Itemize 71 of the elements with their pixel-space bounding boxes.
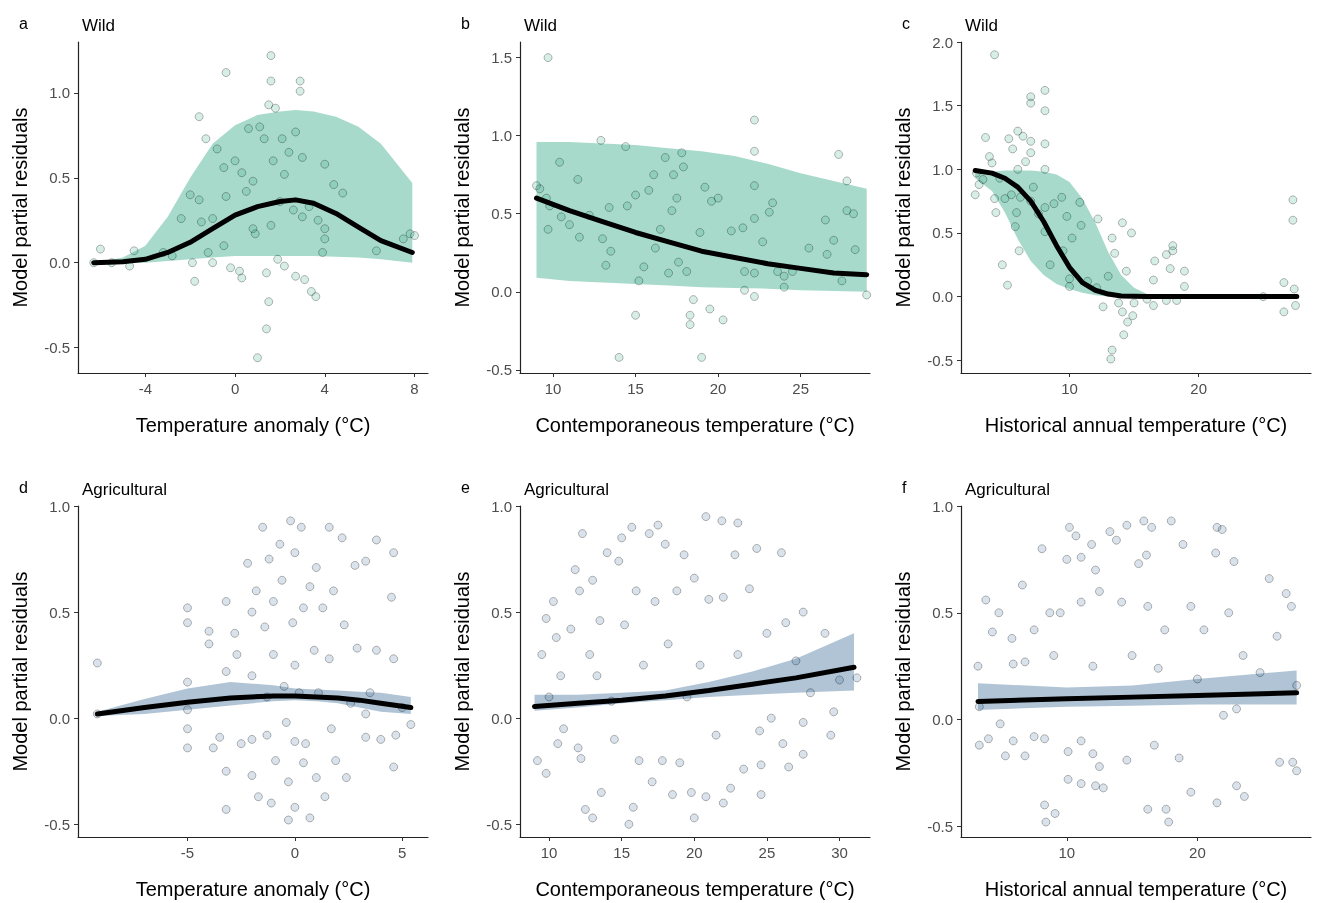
x-tick-label: 20 [685,843,703,861]
y-tick-label: 0.5 [49,603,70,621]
y-tick-label: 0.5 [49,169,70,187]
x-tick-label: -4 [138,380,152,397]
x-tick-label: 25 [758,843,775,861]
chart-subtitle: Agricultural [965,479,1051,499]
y-tick-label: 1.0 [932,497,954,514]
x-axis-title: Historical annual temperature (°C) [985,877,1288,900]
x-axis-title: Temperature anomaly (°C) [135,414,371,436]
y-tick-label: 0.5 [932,224,954,242]
y-tick-label: 1.0 [49,84,70,102]
chart-subtitle: Wild [523,16,557,35]
chart-subtitle: Wild [82,16,116,35]
y-axis-title: Model partial residuals [450,570,473,772]
x-tick-label: 15 [612,843,630,861]
x-tick-label: 0 [290,843,300,861]
chart-subtitle: Agricultural [523,479,609,499]
y-axis-title: Model partial residuals [892,570,915,772]
y-tick-label: 0.0 [490,283,512,301]
x-tick-label: 10 [1061,380,1079,397]
y-axis-title: Model partial residuals [892,107,915,308]
y-tick-label: 0.0 [932,710,954,728]
y-tick-label: 2.0 [932,33,954,51]
chart-title: b [460,14,470,32]
y-tick-label: -0.5 [485,361,512,379]
y-tick-label: 0.0 [490,709,512,727]
y-tick-label: 1.5 [932,97,954,115]
x-tick-label: 10 [540,843,558,861]
x-tick-label: 10 [1058,843,1076,861]
y-tick-label: 0.5 [490,603,512,621]
chart-title: f [902,478,908,495]
y-axis-title: Model partial residuals [9,107,31,308]
x-axis-title: Contemporaneous temperature (°C) [535,877,855,900]
x-tick-label: 5 [398,843,407,861]
x-tick-label: 0 [230,380,240,397]
y-tick-label: 0.5 [490,205,512,223]
x-tick-label: 20 [709,380,727,397]
y-tick-label: -0.5 [44,815,70,833]
chart-title: e [460,478,470,495]
x-tick-label: 10 [544,380,562,397]
y-tick-label: 0.5 [932,603,954,621]
x-axis-title: Temperature anomaly (°C) [135,877,371,900]
x-axis-title: Contemporaneous temperature (°C) [535,414,855,436]
chart-title: a [19,14,28,32]
y-axis-title: Model partial residuals [450,107,473,308]
x-axis-title: Historical annual temperature (°C) [985,414,1288,436]
y-axis-title: Model partial residuals [9,570,31,772]
x-tick-label: 20 [1190,380,1208,397]
x-tick-label: 25 [791,380,809,397]
y-tick-label: 0.0 [932,288,954,306]
y-tick-label: -0.5 [927,351,954,369]
y-tick-label: 0.0 [49,709,70,727]
x-tick-label: 30 [830,843,848,861]
x-tick-label: 20 [1189,843,1207,861]
y-tick-label: 1.0 [490,497,512,514]
y-tick-label: 0.0 [49,254,70,272]
x-tick-label: -5 [180,843,195,861]
x-tick-label: 4 [320,380,329,397]
y-tick-label: 1.0 [490,127,512,145]
y-tick-label: -0.5 [44,339,70,357]
y-tick-label: 1.0 [49,497,70,514]
chart-subtitle: Agricultural [82,479,168,499]
x-tick-label: 15 [626,380,644,397]
x-tick-label: 8 [410,380,419,397]
chart-title: d [19,478,28,495]
y-tick-label: 1.0 [932,160,954,178]
y-tick-label: 1.5 [490,49,512,67]
chart-subtitle: Wild [965,16,999,35]
chart-title: c [902,14,911,32]
y-tick-label: -0.5 [485,815,512,833]
y-tick-label: -0.5 [927,817,954,835]
